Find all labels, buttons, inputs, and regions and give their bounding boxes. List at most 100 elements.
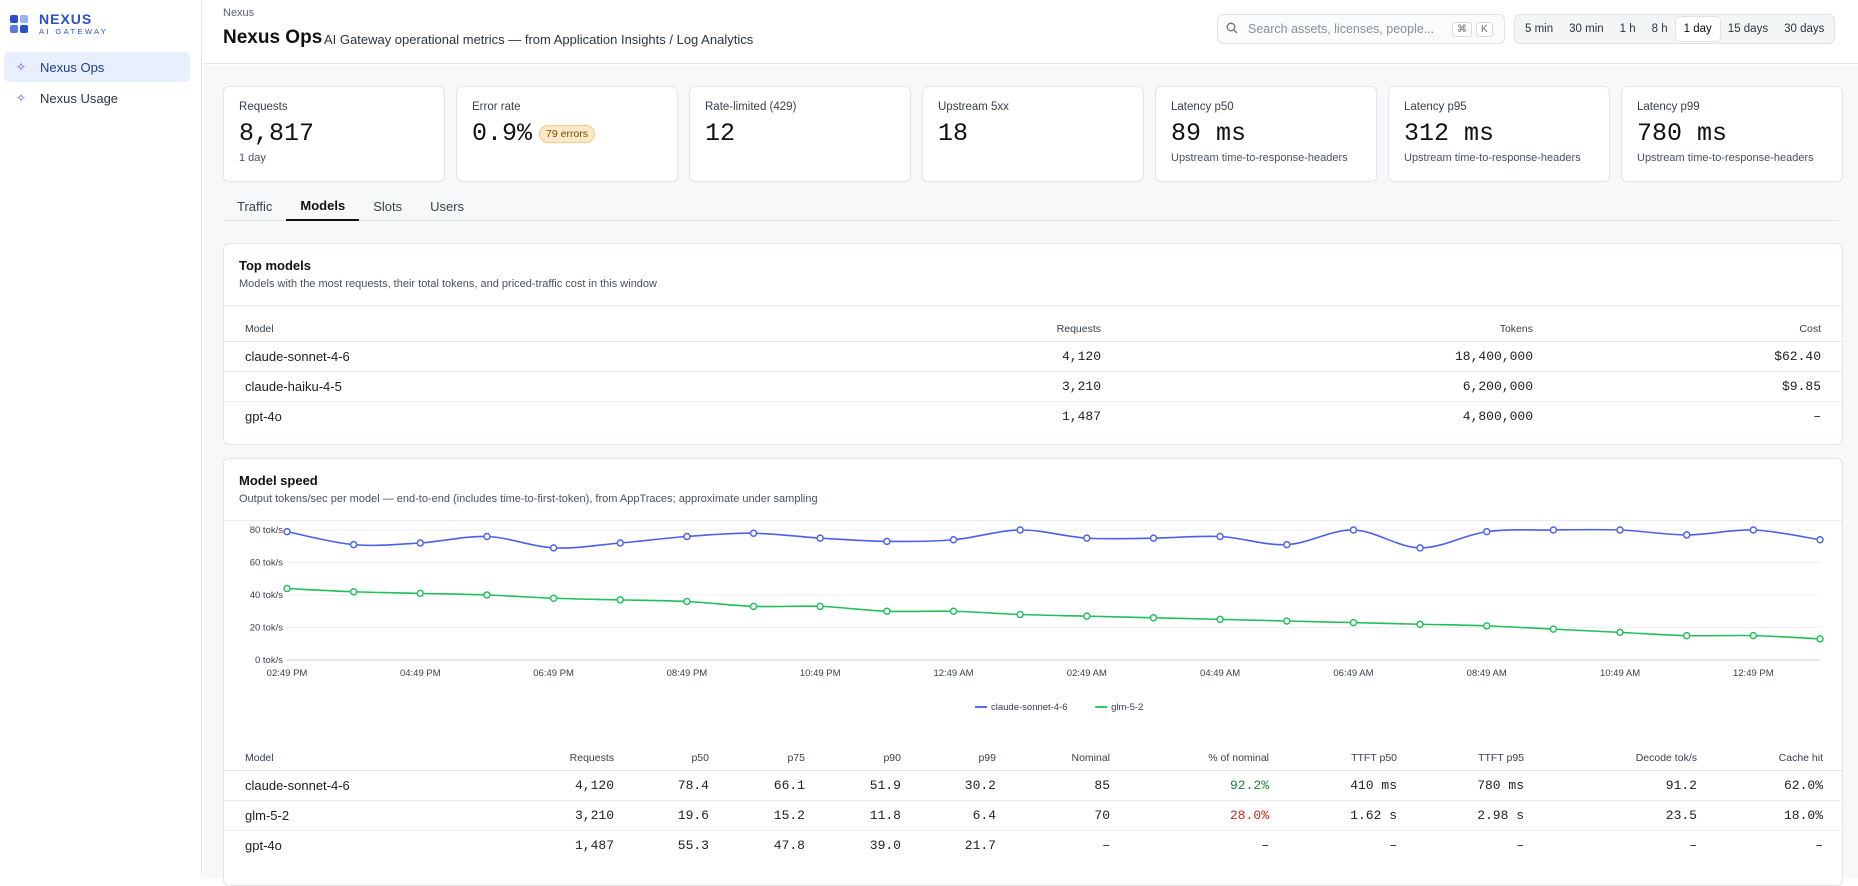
- metric-value: 18: [938, 119, 969, 148]
- p75-cell: 47.8: [773, 837, 805, 853]
- metric-value: 12: [705, 119, 736, 148]
- tab-models[interactable]: Models: [286, 191, 360, 221]
- data-point: [816, 534, 824, 542]
- metric-card-error-rate: Error rate 0.9% 79 errors: [456, 86, 678, 182]
- column-header[interactable]: Model: [224, 317, 722, 342]
- metric-card-upstream-5xx: Upstream 5xx 18: [922, 86, 1144, 182]
- breadcrumb[interactable]: Nexus: [223, 7, 255, 19]
- x-tick-label: 08:49 PM: [667, 668, 708, 679]
- data-point: [1283, 540, 1291, 549]
- nominal-cell: 70: [1017, 800, 1131, 831]
- data-point: [549, 594, 558, 602]
- model-name: gpt-4o: [245, 408, 282, 424]
- page-header: Nexus Nexus Ops AI Gateway operational m…: [203, 0, 1858, 64]
- column-header[interactable]: Cache hit: [1718, 746, 1844, 771]
- y-tick-label: 20 tok/s: [250, 623, 284, 634]
- column-header[interactable]: Requests: [515, 746, 635, 771]
- metric-value: 780 ms: [1637, 119, 1728, 148]
- x-tick-label: 02:49 AM: [1067, 668, 1107, 679]
- requests-cell: 3,210: [722, 371, 1122, 402]
- requests-cell: 3,210: [515, 800, 635, 831]
- p75-cell: 15.2: [730, 800, 826, 831]
- data-point: [349, 588, 358, 596]
- p90-cell: 51.9: [826, 770, 922, 801]
- ttft-p95-cell: 780 ms: [1418, 770, 1545, 801]
- p50-cell: 78.4: [635, 770, 730, 801]
- nexus-logo-icon: [10, 14, 30, 34]
- range-5min[interactable]: 5 min: [1525, 23, 1554, 35]
- p75-cell: 66.1: [730, 770, 826, 801]
- data-point: [1283, 617, 1291, 625]
- table-row[interactable]: gpt-4o 1,487 4,800,000 –: [224, 401, 1842, 431]
- decode-cell: 91.2: [1545, 770, 1718, 801]
- column-header[interactable]: % of nominal: [1131, 746, 1290, 771]
- tab-traffic[interactable]: Traffic: [237, 198, 273, 214]
- data-point: [1483, 527, 1491, 536]
- data-point: [1549, 625, 1558, 633]
- data-point: [416, 539, 425, 547]
- sidebar-nav: ✧ Nexus Ops ✧ Nexus Usage: [4, 52, 190, 114]
- column-header[interactable]: Cost: [1554, 317, 1842, 342]
- pct-nominal-cell: –: [1261, 837, 1269, 853]
- sidebar-item-nexus-ops[interactable]: ✧ Nexus Ops: [4, 52, 190, 82]
- requests-cell: 4,120: [722, 341, 1122, 372]
- p50-cell: 19.6: [635, 800, 730, 831]
- sidebar-item-nexus-usage[interactable]: ✧ Nexus Usage: [4, 83, 190, 113]
- data-point: [1616, 526, 1624, 534]
- range-15days[interactable]: 15 days: [1727, 23, 1769, 35]
- column-header[interactable]: Requests: [722, 317, 1122, 342]
- metric-value: 89 ms: [1171, 119, 1247, 148]
- tokens-cell: 4,800,000: [1462, 408, 1533, 424]
- model-name: claude-sonnet-4-6: [224, 770, 515, 801]
- shortcut-cmd-icon: ⌘: [1452, 21, 1472, 37]
- metric-value: 0.9%: [472, 119, 533, 148]
- column-header[interactable]: TTFT p50: [1290, 746, 1418, 771]
- search-box[interactable]: ⌘ K: [1217, 14, 1505, 44]
- range-30min[interactable]: 30 min: [1569, 23, 1604, 35]
- brand-name: NEXUS: [39, 11, 93, 27]
- range-1day[interactable]: 1 day: [1675, 17, 1720, 41]
- brand[interactable]: NEXUS AI GATEWAY: [10, 12, 108, 36]
- chart-axes: 0 tok/s 20 tok/s 40 tok/s 60 tok/s 80 tok/s 0…: [250, 525, 1820, 679]
- range-30days[interactable]: 30 days: [1784, 23, 1825, 35]
- data-point: [416, 589, 425, 598]
- tokens-cell: 18,400,000: [1122, 341, 1554, 372]
- column-header[interactable]: Model: [224, 746, 515, 771]
- column-header[interactable]: p90: [826, 746, 922, 771]
- tab-users[interactable]: Users: [430, 198, 465, 214]
- column-header[interactable]: Nominal: [1017, 746, 1131, 771]
- p50-cell: 55.3: [677, 837, 709, 853]
- sidebar-item-label: Nexus Usage: [40, 90, 119, 106]
- column-header[interactable]: TTFT p95: [1418, 746, 1545, 771]
- column-header[interactable]: Decode tok/s: [1545, 746, 1718, 771]
- ttft-p50-cell: 1.62 s: [1290, 800, 1418, 831]
- column-header[interactable]: p75: [730, 746, 826, 771]
- data-point: [1483, 622, 1491, 630]
- data-point: [1416, 544, 1424, 552]
- range-1h[interactable]: 1 h: [1619, 23, 1636, 35]
- search-input[interactable]: [1248, 22, 1448, 36]
- series-claude-sonnet-4-6: [283, 526, 1824, 552]
- column-header[interactable]: Tokens: [1122, 317, 1554, 342]
- table-row[interactable]: claude-sonnet-4-6 4,120 78.4 66.1 51.9 3…: [224, 770, 1844, 801]
- data-point: [949, 607, 958, 615]
- column-header[interactable]: p50: [635, 746, 730, 771]
- sidebar: NEXUS AI GATEWAY ✧ Nexus Ops ✧ Nexus Usa…: [0, 0, 202, 878]
- range-8h[interactable]: 8 h: [1651, 23, 1668, 35]
- panel-title: Model speed: [239, 473, 318, 488]
- data-point: [1083, 534, 1091, 542]
- table-row[interactable]: claude-sonnet-4-6 4,120 18,400,000 $62.4…: [224, 341, 1842, 372]
- search-icon: [1226, 22, 1242, 37]
- data-point: [1349, 618, 1358, 627]
- data-point: [616, 539, 624, 547]
- table-row[interactable]: glm-5-2 3,210 19.6 15.2 11.8 6.4 70 28.0…: [224, 800, 1844, 831]
- cost-cell: $62.40: [1554, 341, 1842, 372]
- table-row[interactable]: gpt-4o 1,487 55.3 47.8 39.0 21.7 – – – –…: [224, 830, 1844, 860]
- ttft-p95-cell: 2.98 s: [1418, 800, 1545, 831]
- metric-label: Latency p50: [1171, 101, 1234, 113]
- data-point: [1682, 531, 1691, 539]
- tab-slots[interactable]: Slots: [373, 198, 403, 214]
- table-row[interactable]: claude-haiku-4-5 3,210 6,200,000 $9.85: [224, 371, 1842, 402]
- column-header[interactable]: p99: [922, 746, 1017, 771]
- metric-card-latency-p99: Latency p99 780 ms Upstream time-to-resp…: [1621, 86, 1843, 182]
